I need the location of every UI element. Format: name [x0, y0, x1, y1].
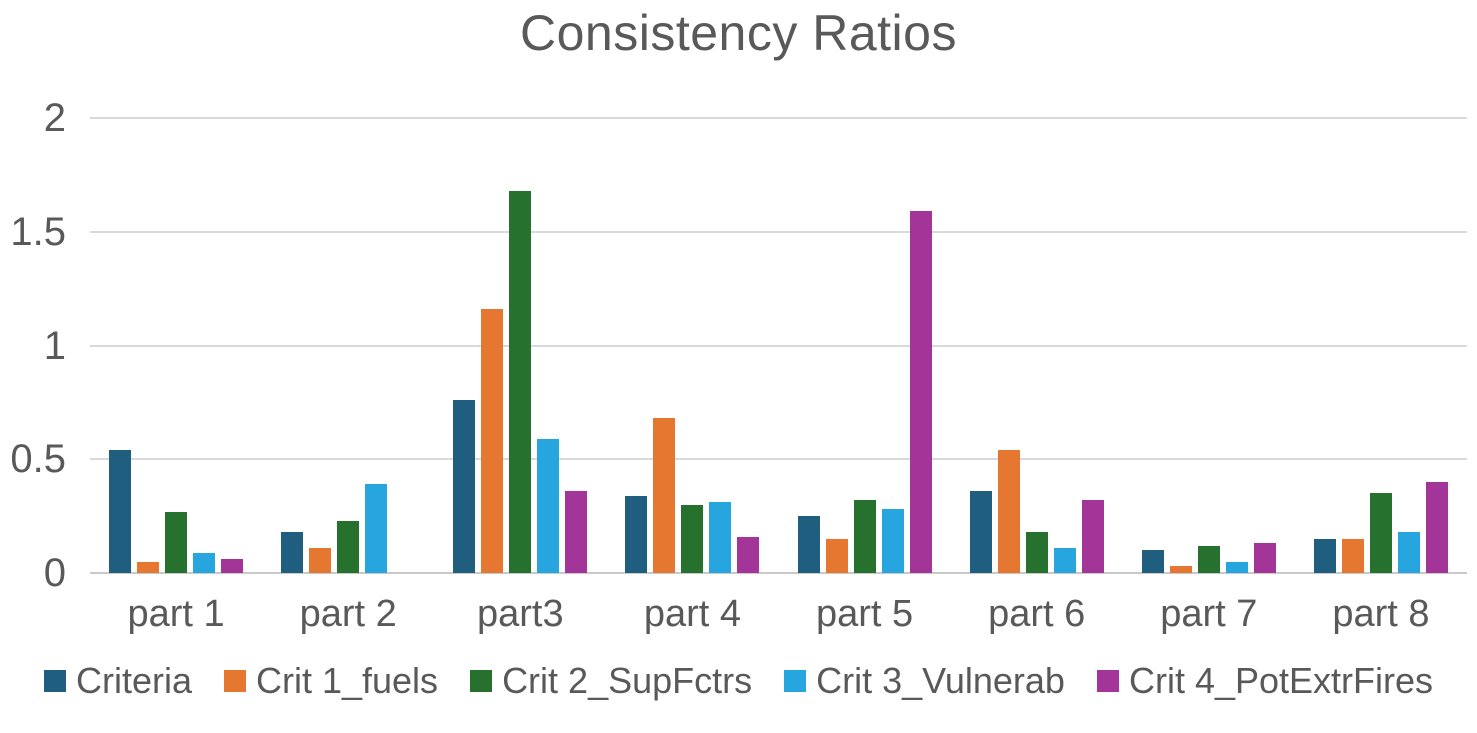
bar-group-8 [1295, 118, 1467, 573]
y-tick-label: 2 [43, 96, 66, 140]
chart-title: Consistency Ratios [520, 5, 957, 61]
bar-group-6 [951, 118, 1123, 573]
bar [1025, 532, 1048, 573]
bar [309, 547, 332, 573]
legend-label: Criteria [75, 660, 192, 701]
bar [193, 552, 216, 573]
bar [737, 536, 760, 573]
bar [1169, 566, 1192, 573]
bar [221, 559, 244, 573]
bar-group-3 [434, 118, 606, 573]
gridline-y-0.5 [90, 458, 1467, 461]
bar [109, 450, 132, 573]
bar [997, 450, 1020, 573]
legend-swatch [223, 670, 246, 692]
bar [565, 491, 588, 573]
legend-label: Crit 2_SupFctrs [502, 660, 753, 701]
x-axis: part 1 part 2 part3 part 4 part 5 part 6 part … [90, 595, 1467, 633]
bar [1141, 550, 1164, 573]
y-tick-label: 0.5 [10, 437, 66, 482]
plot-area [90, 117, 1467, 574]
bar [1397, 532, 1420, 573]
bar-group-5 [779, 118, 951, 573]
legend-item: Crit 4_PotExtrFires [1096, 660, 1434, 701]
legend-swatch [43, 670, 66, 692]
gridline-y-1.5 [90, 230, 1467, 233]
legend-swatch [1096, 670, 1119, 692]
x-tick-label: part 7 [1160, 593, 1258, 635]
bar [1313, 538, 1336, 573]
bar [337, 520, 360, 573]
bar [797, 516, 820, 573]
x-tick-label: part 5 [815, 593, 914, 635]
x-tick-label: part 4 [643, 593, 742, 635]
bar [509, 190, 532, 573]
legend-item: Criteria [43, 660, 192, 701]
legend-item: Crit 2_SupFctrs [470, 663, 752, 699]
legend-swatch [784, 670, 807, 692]
legend-label: Crit 4_PotExtrFires [1128, 660, 1434, 701]
y-tick-label: 1 [43, 323, 66, 368]
bar [1425, 482, 1448, 573]
bar [165, 511, 188, 573]
bar-group-4 [606, 118, 778, 573]
bar [1253, 543, 1276, 573]
bar [709, 502, 732, 573]
bar-group-2 [262, 118, 434, 573]
x-tick-label: part 6 [988, 593, 1086, 635]
bar [281, 532, 304, 573]
bar [1341, 538, 1364, 573]
gridline-y-1 [90, 344, 1467, 347]
y-tick-label: 0 [43, 551, 66, 595]
legend-label: Crit 3_Vulnerab [816, 660, 1065, 701]
bar [969, 491, 992, 573]
bar [481, 309, 504, 573]
bar-group-1 [90, 118, 262, 573]
bar [681, 504, 704, 573]
bar-group-7 [1123, 118, 1295, 573]
gridline-y-0 [90, 572, 1467, 574]
bar [1369, 493, 1392, 573]
bar [881, 509, 904, 573]
bar [1081, 500, 1104, 573]
x-tick-label: part 1 [127, 593, 225, 635]
bar [1225, 561, 1248, 573]
legend-item: Crit 3_Vulnerab [784, 663, 1065, 699]
bar [365, 484, 388, 573]
bar [825, 538, 848, 573]
bar [653, 418, 676, 573]
bar [625, 495, 648, 573]
chart-plot-row: 0 0.5 1 1.5 2 [0, 98, 1477, 593]
bar [453, 400, 476, 573]
bar-groups-container [90, 118, 1467, 573]
bar [1197, 545, 1220, 573]
bar [853, 500, 876, 573]
y-axis: 0 0.5 1 1.5 2 [0, 98, 90, 593]
x-tick-label: part 2 [299, 593, 397, 635]
legend-label: Crit 1_fuels [255, 660, 439, 701]
bar [537, 438, 560, 573]
bar [909, 211, 932, 573]
gridline-y-2 [90, 117, 1467, 119]
legend-item: Crit 1_fuels [223, 660, 439, 701]
x-tick-label: part3 [477, 593, 564, 635]
y-tick-label: 1.5 [10, 209, 66, 254]
x-tick-label: part 8 [1332, 593, 1430, 635]
legend-swatch [470, 670, 493, 692]
bar [137, 561, 160, 573]
legend: Criteria Crit 1_fuels Crit 2_SupFctrs Crit … [0, 663, 1477, 699]
bar [1053, 547, 1076, 573]
